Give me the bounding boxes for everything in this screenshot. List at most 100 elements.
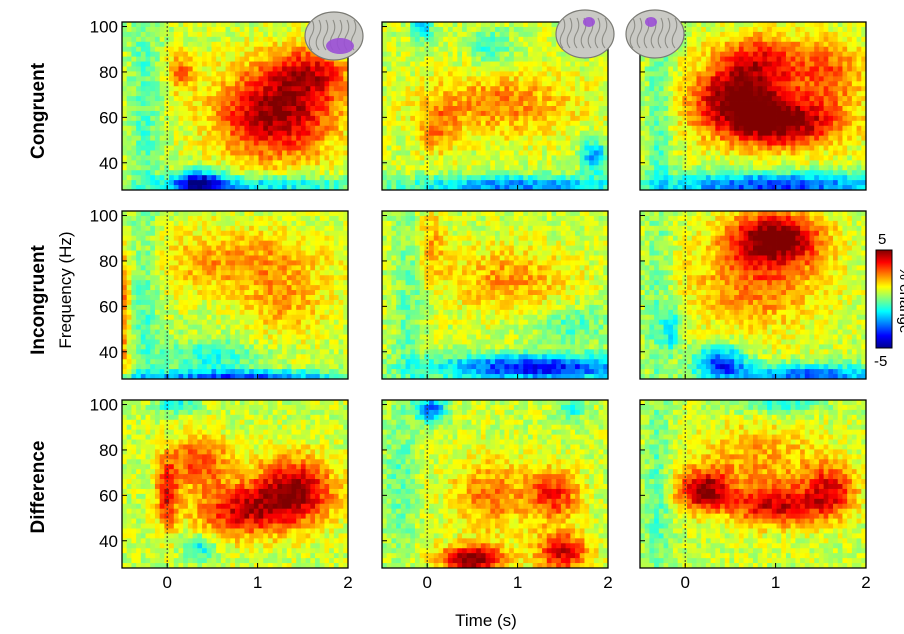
heatmap-cell — [851, 125, 857, 132]
heatmap-cell — [729, 76, 735, 82]
heatmap-cell — [405, 115, 411, 122]
heatmap-cell — [701, 71, 707, 77]
heatmap-cell — [230, 155, 236, 161]
heatmap-cell — [856, 76, 862, 82]
heatmap-cell — [249, 71, 255, 77]
heatmap-cell — [277, 145, 283, 151]
heatmap-cell — [159, 185, 165, 191]
heatmap-cell — [400, 106, 406, 112]
heatmap-cell — [136, 175, 142, 181]
heatmap-cell — [851, 96, 857, 102]
heatmap-cell — [122, 339, 128, 345]
heatmap-cell — [560, 61, 567, 67]
heatmap-cell — [206, 165, 212, 171]
heatmap-cell — [705, 36, 712, 43]
heatmap-cell — [837, 145, 843, 151]
heatmap-cell — [438, 120, 444, 127]
heatmap-cell — [258, 125, 264, 132]
heatmap-cell — [790, 81, 796, 87]
heatmap-cell — [338, 106, 344, 112]
heatmap-cell — [249, 160, 255, 166]
heatmap-cell — [804, 86, 810, 92]
heatmap-cell — [649, 145, 655, 151]
heatmap-cell — [258, 150, 264, 156]
heatmap-cell — [192, 51, 198, 57]
heatmap-cell — [800, 91, 806, 97]
heatmap-cell — [244, 91, 250, 97]
heatmap-cell — [396, 160, 402, 166]
heatmap-cell — [253, 155, 259, 161]
heatmap-cell — [277, 86, 283, 92]
heatmap-cell — [589, 165, 595, 171]
heatmap-cell — [183, 175, 189, 181]
heatmap-cell — [173, 125, 179, 132]
heatmap-cell — [386, 160, 392, 166]
heatmap-cell — [410, 150, 416, 156]
heatmap-cell — [823, 56, 829, 62]
heatmap-cell — [485, 56, 491, 62]
heatmap-cell — [471, 135, 477, 141]
heatmap-cell — [705, 175, 712, 181]
heatmap-cell — [640, 56, 646, 62]
heatmap-cell — [851, 101, 857, 107]
heatmap-cell — [495, 51, 501, 57]
heatmap-cell — [767, 175, 773, 181]
heatmap-cell — [551, 130, 557, 137]
heatmap-cell — [140, 145, 146, 151]
heatmap-cell — [861, 125, 867, 132]
heatmap-cell — [757, 150, 763, 156]
heatmap-cell — [842, 125, 848, 132]
heatmap-cell — [239, 66, 245, 72]
heatmap-cell — [343, 91, 349, 97]
heatmap-cell — [729, 185, 735, 191]
heatmap-cell — [131, 110, 137, 117]
heatmap-cell — [828, 165, 834, 171]
heatmap-cell — [828, 135, 834, 141]
heatmap-cell — [654, 81, 660, 87]
heatmap-cell — [471, 175, 477, 181]
heatmap-cell — [476, 120, 482, 127]
heatmap-cell — [206, 135, 212, 141]
heatmap-cell — [452, 81, 458, 87]
heatmap-cell — [235, 175, 241, 181]
heatmap-cell — [202, 110, 208, 117]
heatmap-cell — [842, 81, 848, 87]
heatmap-cell — [640, 180, 646, 186]
heatmap-cell — [310, 66, 316, 72]
heatmap-cell — [663, 120, 669, 127]
heatmap-cell — [197, 76, 203, 82]
heatmap-cell — [391, 155, 397, 161]
heatmap-cell — [230, 36, 236, 43]
heatmap-cell — [173, 61, 179, 67]
heatmap-cell — [305, 170, 311, 176]
heatmap-cell — [396, 26, 402, 33]
heatmap-cell — [513, 115, 519, 122]
heatmap-cell — [136, 125, 142, 132]
heatmap-cell — [419, 165, 425, 171]
heatmap-cell — [833, 36, 839, 43]
heatmap-cell — [173, 36, 179, 43]
heatmap-cell — [814, 31, 820, 38]
heatmap-cell — [828, 180, 834, 186]
heatmap-cell — [452, 160, 458, 166]
heatmap-cell — [319, 110, 325, 117]
heatmap-cell — [452, 41, 458, 48]
heatmap-cell — [122, 369, 128, 375]
heatmap-cell — [319, 145, 325, 151]
heatmap-cell — [715, 106, 721, 112]
heatmap-cell — [272, 26, 278, 33]
heatmap-cell — [532, 76, 538, 82]
heatmap-cell — [239, 46, 245, 53]
heatmap-cell — [837, 91, 843, 97]
heatmap-cell — [851, 86, 857, 92]
heatmap-cell — [480, 46, 486, 53]
heatmap-cell — [187, 41, 194, 48]
heatmap-cell — [818, 155, 825, 161]
heatmap-cell — [861, 130, 867, 137]
heatmap-cell — [140, 101, 146, 107]
heatmap-cell — [386, 56, 392, 62]
heatmap-cell — [814, 101, 820, 107]
heatmap-cell — [509, 160, 515, 166]
heatmap-cell — [495, 56, 501, 62]
heatmap-cell — [126, 135, 132, 141]
